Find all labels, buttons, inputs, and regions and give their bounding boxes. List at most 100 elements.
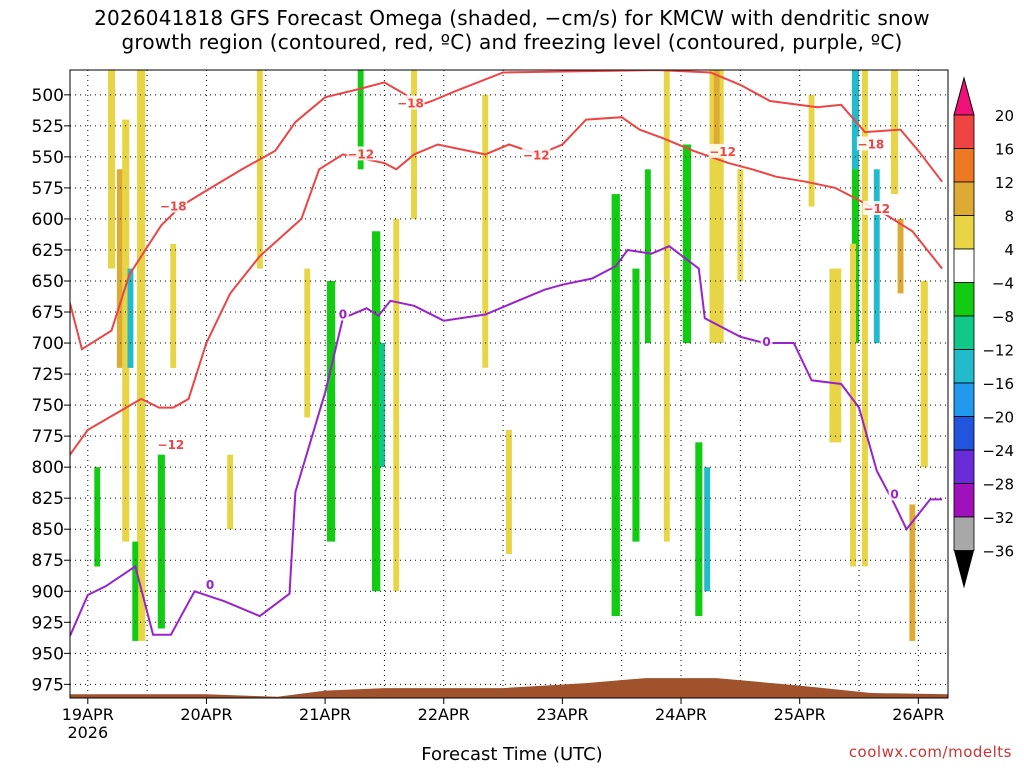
y-tick-label: 800 (32, 458, 64, 478)
contour-label: −12 (158, 438, 185, 452)
y-tick-label: 650 (32, 272, 64, 292)
contour-label-bg (396, 95, 425, 110)
y-tick-label: 500 (32, 86, 64, 106)
colorbar-label: −28 (982, 476, 1014, 494)
omega-cell (897, 218, 904, 294)
y-tick-label: 775 (32, 427, 64, 447)
omega-cell (644, 169, 651, 344)
omega-cell (411, 70, 417, 219)
x-axis: 19APR 20APR 21APR 22APR 23APR 24APR 25APR 26APR… (62, 698, 944, 742)
omega-cell (137, 70, 146, 641)
chart-title-line-2: growth region (contoured, red, ºC) and f… (121, 30, 903, 54)
colorbar-label: 16 (995, 141, 1014, 159)
contour-label: 0 (762, 335, 770, 349)
omega-cell (326, 281, 336, 542)
colorbar-label: −12 (982, 342, 1014, 360)
contour-label: −12 (523, 149, 550, 163)
contour-label: 0 (206, 578, 214, 592)
colorbar-swatch (953, 382, 975, 417)
omega-cell (909, 504, 916, 641)
colorbar-swatch (953, 215, 975, 250)
site-credit: coolwx.com/modelts (848, 743, 1012, 761)
y-tick-label: 675 (32, 303, 64, 323)
contour-label-bg (156, 436, 185, 451)
omega-cell (713, 70, 720, 145)
colorbar-label: 20 (995, 107, 1014, 125)
omega-cell (379, 343, 385, 468)
x-axis-label: Forecast Time (UTC) (421, 744, 603, 765)
omega-cell (94, 467, 101, 567)
omega-cell (127, 268, 134, 368)
omega-cell (357, 70, 364, 170)
contour-label: −18 (160, 200, 187, 214)
colorbar-label: −32 (982, 509, 1014, 527)
y-tick-label: 575 (32, 179, 64, 199)
contour-line (70, 245, 943, 637)
contour-line (70, 116, 943, 456)
omega-cell (920, 281, 928, 468)
y-tick-label: 700 (32, 334, 64, 354)
colorbar-swatch (953, 516, 975, 551)
colorbar-label: −16 (982, 375, 1014, 393)
x-tick-label: 22APR (418, 705, 470, 724)
omega-cell (704, 467, 711, 592)
colorbar-label: 12 (995, 174, 1014, 192)
contour-label: −18 (397, 97, 424, 111)
omega-cell (108, 70, 116, 269)
omega-cell (506, 429, 512, 554)
contour-labels: −18 −18 −18 −12 −12 −12 −12 −12 0 0 0 0 (156, 95, 901, 592)
colorbar-label: 8 (1004, 208, 1014, 226)
colorbar: 20 16 12 8 4 −4 −8 −12 −16 −20 −24 −28 −32 −36 (953, 76, 1014, 589)
plot-area-background (70, 70, 948, 698)
colorbar-label: 4 (1004, 241, 1014, 259)
y-tick-label: 850 (32, 520, 64, 540)
colorbar-bottom-arrow (954, 550, 974, 589)
contour-label: −12 (709, 145, 736, 159)
omega-cell (482, 94, 489, 368)
contour-label-bg (522, 147, 551, 162)
contour-label: −12 (347, 147, 374, 161)
contour-label-bg (336, 306, 349, 321)
omega-cell (862, 70, 868, 567)
y-tick-label: 550 (32, 148, 64, 168)
contour-label-bg (204, 577, 216, 592)
omega-cell (682, 144, 692, 344)
omega-cell (256, 70, 263, 269)
omega-cell (372, 231, 381, 592)
y-tick-label: 825 (32, 489, 64, 509)
chart-title-line-1: 2026041818 GFS Forecast Omega (shaded, −… (94, 6, 930, 30)
contour-label-bg (862, 201, 891, 215)
x-tick-label: 19APR (62, 705, 114, 724)
y-tick-label: 525 (32, 117, 64, 137)
y-tick-label: 725 (32, 365, 64, 385)
colorbar-label: −24 (982, 442, 1014, 460)
omega-cell (850, 243, 856, 567)
x-tick-label: 21APR (299, 705, 351, 724)
colorbar-top-arrow (953, 76, 975, 116)
y-tick-label: 975 (32, 675, 64, 695)
omega-cell (157, 454, 165, 629)
omega-cell (304, 268, 311, 418)
colorbar-label: −36 (982, 543, 1014, 561)
x-tick-label: 24APR (655, 705, 707, 724)
contour-label: −12 (863, 202, 890, 216)
contour-label-bg (888, 486, 901, 501)
contour-label: 0 (339, 308, 347, 322)
colorbar-swatch (953, 349, 975, 384)
chart-title: 2026041818 GFS Forecast Omega (shaded, −… (0, 6, 1024, 54)
x-tick-label: 26APR (892, 705, 944, 724)
terrain-fill (70, 678, 948, 698)
contour-label: 0 (890, 488, 898, 502)
omega-cell (122, 119, 130, 542)
contour-label-bg (346, 146, 375, 161)
contour-label: −18 (858, 138, 885, 152)
x-year-label: 2026 (67, 723, 108, 742)
y-tick-label: 625 (32, 241, 64, 261)
y-axis: 500 525 550 575 600 625 650 675 700 725 750 775 800 8… (32, 86, 70, 695)
colorbar-swatch (953, 416, 975, 451)
terrain-area (70, 678, 948, 698)
x-tick-label: 25APR (774, 705, 826, 724)
colorbar-swatch (953, 181, 975, 216)
y-tick-label: 950 (32, 644, 64, 664)
